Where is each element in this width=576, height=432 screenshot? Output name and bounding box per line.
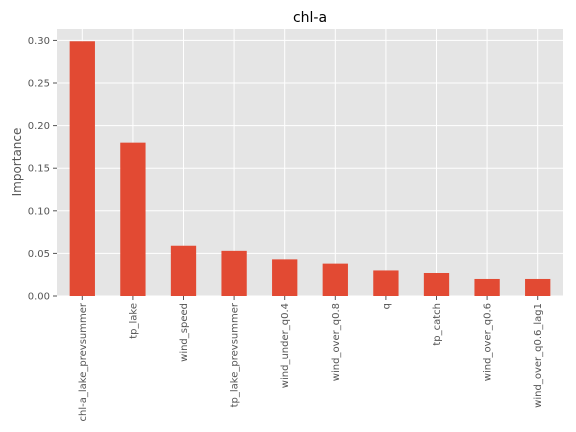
y-tick-labels: 0.00 0.05 0.10 0.15 0.20 0.25 0.30 bbox=[28, 36, 57, 303]
y-tick-label: 0.20 bbox=[28, 121, 50, 132]
x-tick-label: tp_lake_prevsummer bbox=[230, 302, 241, 407]
chart-title: chl-a bbox=[293, 10, 327, 26]
x-tick-label: wind_over_q0.6_lag1 bbox=[533, 303, 544, 408]
bar bbox=[373, 270, 399, 296]
x-tick-label: wind_under_q0.4 bbox=[280, 303, 291, 388]
x-tick-label: tp_lake bbox=[128, 303, 139, 339]
y-tick-label: 0.15 bbox=[28, 164, 50, 175]
bar bbox=[423, 272, 450, 296]
x-tick-label: tp_catch bbox=[432, 303, 443, 346]
x-tick-label: wind_over_q0.6 bbox=[483, 303, 494, 381]
bar bbox=[170, 245, 197, 296]
bars bbox=[69, 41, 551, 296]
bar bbox=[322, 263, 348, 296]
x-tick-label: q bbox=[381, 303, 392, 309]
x-tick-labels: chl-a_lake_prevsummer tp_lake wind_speed tp… bbox=[78, 296, 544, 421]
y-tick-label: 0.00 bbox=[28, 292, 50, 303]
bar bbox=[221, 250, 247, 296]
y-tick-label: 0.30 bbox=[28, 36, 50, 47]
x-tick-label: chl-a_lake_prevsummer bbox=[78, 302, 89, 421]
bar bbox=[272, 259, 298, 296]
bar bbox=[474, 278, 500, 296]
y-tick-label: 0.25 bbox=[28, 79, 50, 90]
y-tick-label: 0.10 bbox=[28, 206, 50, 217]
x-tick-label: wind_speed bbox=[179, 303, 190, 362]
bar bbox=[120, 142, 146, 296]
bar bbox=[525, 278, 551, 296]
x-tick-label: wind_over_q0.8 bbox=[331, 303, 342, 381]
y-axis-label: Importance bbox=[10, 128, 24, 197]
bar bbox=[69, 41, 95, 296]
y-tick-label: 0.05 bbox=[28, 249, 50, 260]
